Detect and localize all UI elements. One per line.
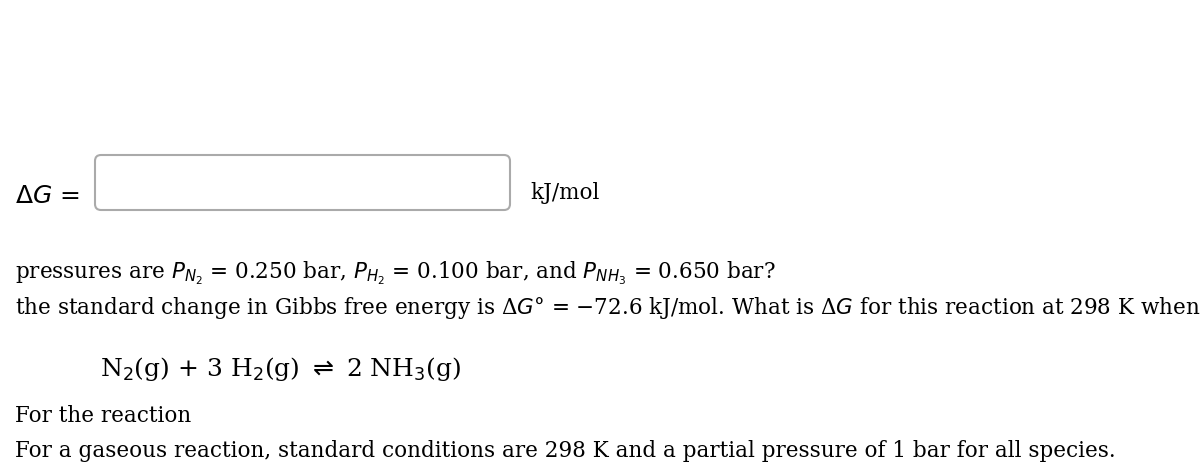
Text: $\Delta G$ =: $\Delta G$ =	[14, 185, 79, 208]
Text: the standard change in Gibbs free energy is Δ$G$° = −72.6 kJ/mol. What is Δ$G$ f: the standard change in Gibbs free energy…	[14, 295, 1200, 321]
FancyBboxPatch shape	[95, 155, 510, 210]
Text: For a gaseous reaction, standard conditions are 298 K and a partial pressure of : For a gaseous reaction, standard conditi…	[14, 440, 1116, 462]
Text: kJ/mol: kJ/mol	[530, 182, 599, 204]
Text: For the reaction: For the reaction	[14, 405, 191, 427]
Text: N$_2$(g) + 3 H$_2$(g) $\rightleftharpoons$ 2 NH$_3$(g): N$_2$(g) + 3 H$_2$(g) $\rightleftharpoon…	[100, 355, 461, 383]
Text: pressures are $P_{N_2}$ = 0.250 bar, $P_{H_2}$ = 0.100 bar, and $P_{NH_3}$ = 0.6: pressures are $P_{N_2}$ = 0.250 bar, $P_…	[14, 260, 775, 287]
